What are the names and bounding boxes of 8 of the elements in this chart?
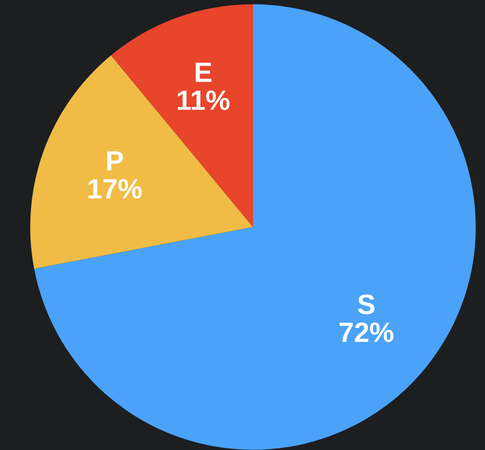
slice-label: E [196,62,212,82]
data-label: 17% [88,179,142,199]
data-label: 72% [340,322,394,342]
slice-label: S [358,294,374,314]
pie-slice [34,4,476,450]
pie-slice [30,55,253,269]
slice-label: P [107,151,123,170]
data-label: 11% [178,90,230,110]
